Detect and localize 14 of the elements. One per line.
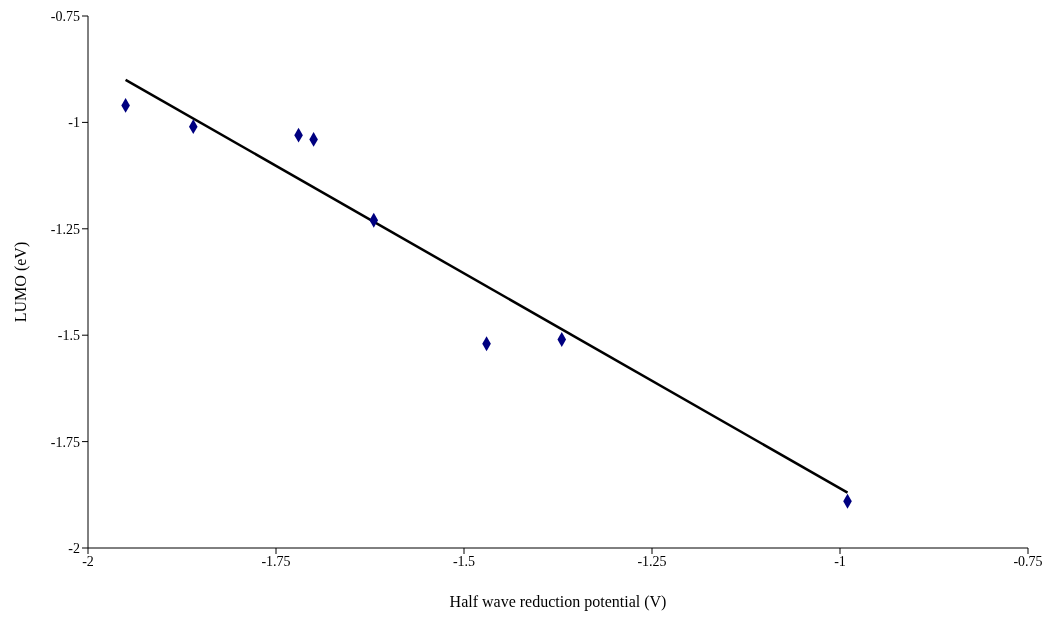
x-tick-label: -1.5 [452, 553, 476, 569]
y-tick-label: -1 [68, 115, 80, 131]
x-tick-label: -2 [82, 553, 94, 569]
y-tick-label: -1.25 [50, 221, 80, 237]
x-tick-label: -1.75 [261, 553, 291, 569]
x-tick-label: -0.75 [1013, 553, 1043, 569]
x-axis-title: Half wave reduction potential (V) [449, 593, 667, 612]
x-tick-label: -1 [834, 553, 846, 569]
y-axis-title: LUMO (eV) [11, 241, 30, 323]
y-tick-label: -0.75 [50, 8, 80, 24]
y-tick-label: -2 [68, 540, 80, 556]
y-tick-label: -1.5 [57, 328, 80, 344]
y-tick-label: -1.75 [50, 434, 80, 450]
x-tick-label: -1.25 [637, 553, 667, 569]
